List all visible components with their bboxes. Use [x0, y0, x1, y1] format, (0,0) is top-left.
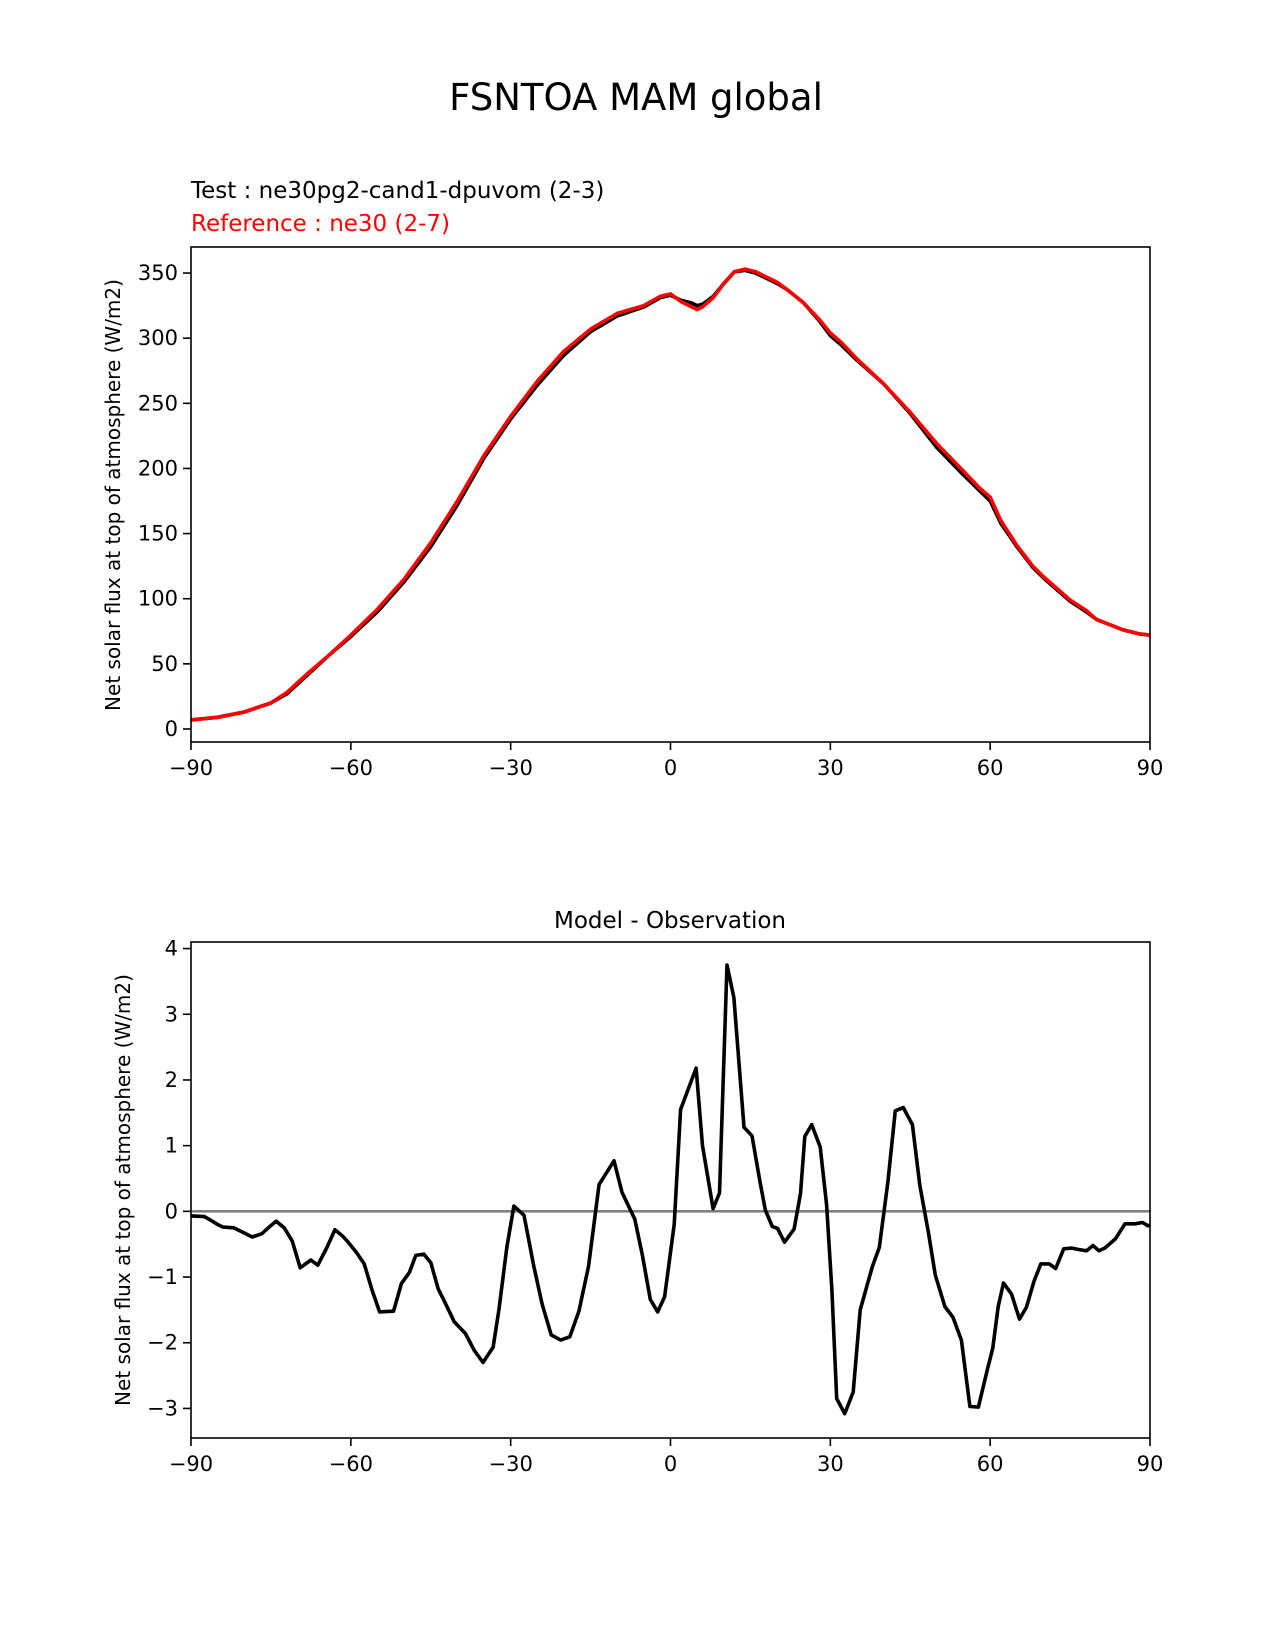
bottom-diff-chart: Model - Observation −90 −60 −30 0 30 60 90−3−2…: [111, 908, 1163, 1476]
bottom-y-axis-label: Net solar flux at top of atmosphere (W/m…: [111, 974, 135, 1406]
x-tick-label: 30: [817, 1452, 844, 1476]
x-tick-label: 90: [1137, 1452, 1164, 1476]
y-tick-label: 250: [138, 391, 178, 415]
y-tick-label: 0: [165, 1199, 178, 1223]
diff-title: Model - Observation: [554, 908, 786, 934]
reference-label: Reference : ne30 (2-7): [191, 211, 450, 237]
y-tick-label: 2: [165, 1068, 178, 1092]
top-y-axis-label: Net solar flux at top of atmosphere (W/m…: [101, 279, 125, 711]
top-plot-frame: [190, 246, 1151, 743]
y-tick-label: −1: [147, 1265, 178, 1289]
x-tick-label: −90: [169, 756, 213, 780]
y-tick-label: 200: [138, 456, 178, 480]
figure-title: FSNTOA MAM global: [449, 76, 823, 119]
y-tick-label: −3: [147, 1396, 178, 1420]
y-tick-label: 150: [138, 522, 178, 546]
x-tick-label: 90: [1137, 756, 1164, 780]
x-tick-label: −60: [329, 756, 373, 780]
x-tick-label: −30: [489, 1452, 533, 1476]
test-series-line: [190, 268, 1151, 722]
y-tick-label: 300: [138, 326, 178, 350]
y-tick-label: 0: [165, 717, 178, 741]
difference-series-line: [190, 963, 1151, 1416]
test-label: Test : ne30pg2-cand1-dpuvom (2-3): [190, 178, 604, 204]
x-tick-label: 0: [664, 756, 677, 780]
x-tick-label: 60: [977, 756, 1004, 780]
x-tick-label: 60: [977, 1452, 1004, 1476]
x-tick-label: −90: [169, 1452, 213, 1476]
y-tick-label: 100: [138, 587, 178, 611]
y-tick-label: 50: [151, 652, 178, 676]
y-tick-label: 4: [165, 937, 178, 961]
y-tick-label: 350: [138, 261, 178, 285]
x-tick-label: 0: [664, 1452, 677, 1476]
bottom-plot-frame: [190, 941, 1151, 1439]
y-tick-label: 1: [165, 1134, 178, 1158]
x-tick-label: 30: [817, 756, 844, 780]
top-line-chart: Test : ne30pg2-cand1-dpuvom (2-3) Refere…: [101, 178, 1163, 780]
x-tick-label: −60: [329, 1452, 373, 1476]
x-tick-label: −30: [489, 756, 533, 780]
y-tick-label: 3: [165, 1002, 178, 1026]
reference-series-line: [190, 267, 1151, 722]
y-tick-label: −2: [147, 1331, 178, 1355]
